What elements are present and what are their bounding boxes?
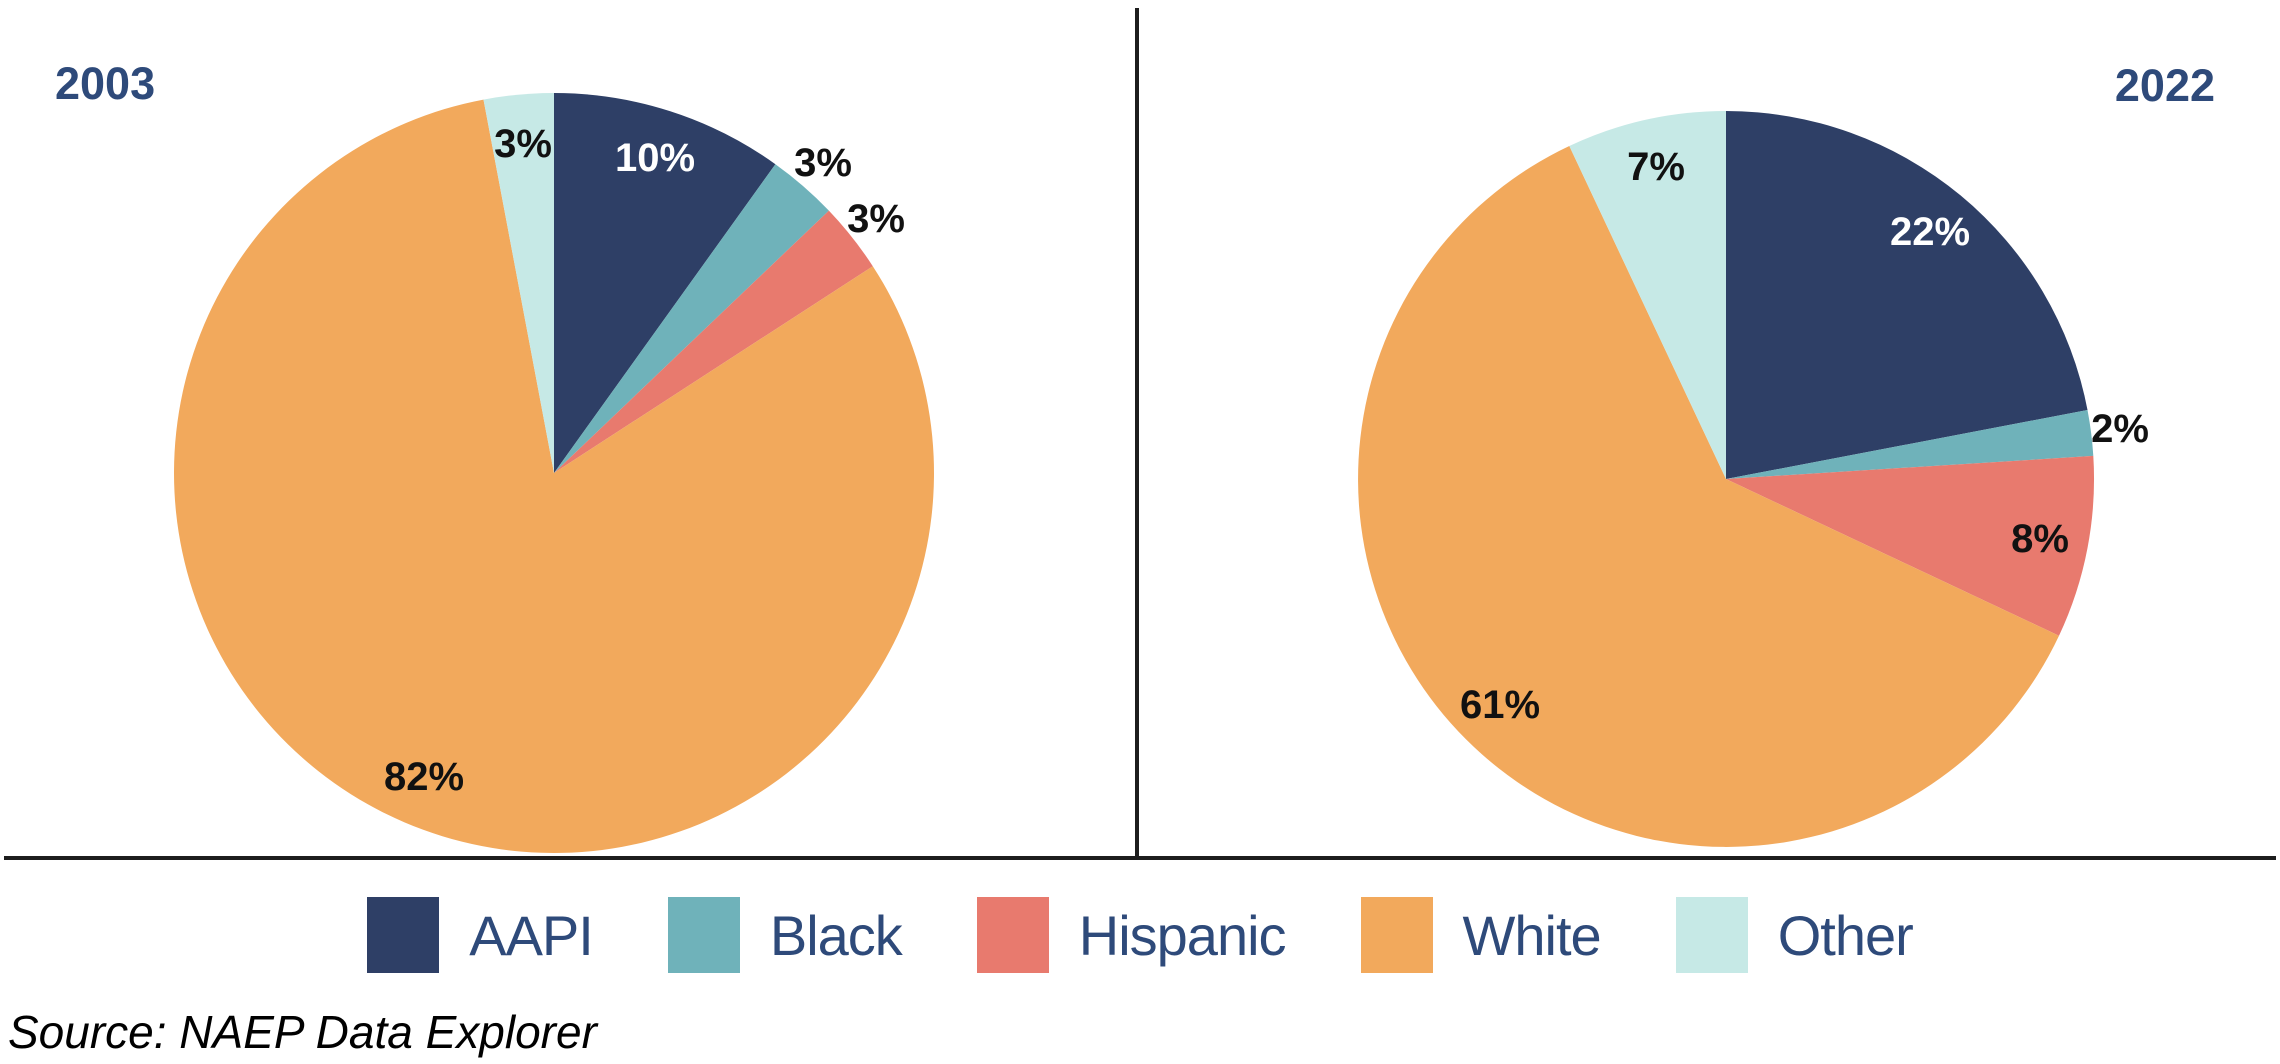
legend-label-aapi: AAPI <box>469 903 594 967</box>
pie-2022-slice-white <box>1358 146 2059 847</box>
pie-2022-value-label-hispanic: 8% <box>2011 517 2069 561</box>
pie-2003-slice-white <box>174 99 935 854</box>
pie-2022-slice-other <box>1569 110 1726 479</box>
pie-2003-slice-aapi <box>554 93 776 473</box>
legend-label-black: Black <box>769 903 903 967</box>
pie-2022-slice-black <box>1726 410 2094 479</box>
pie-2022-slice-aapi <box>1726 111 2088 479</box>
pie-2003-value-label-white: 82% <box>384 755 464 799</box>
pie-2003-slice-black <box>554 164 829 473</box>
pie-2003-value-label-other: 3% <box>494 122 552 166</box>
pie-2003-value-label-aapi: 10% <box>615 136 695 180</box>
pie-2003-group: 10% 3% 3% 82% 3% <box>174 93 935 854</box>
legend-label-white: White <box>1462 903 1602 967</box>
pie-2003-slice-other <box>483 93 554 473</box>
legend-item-white: White <box>1360 897 1602 973</box>
pie-2022-group: 22% 2% 8% 61% 7% <box>1358 110 2149 847</box>
source-note: Source: NAEP Data Explorer <box>8 1006 597 1058</box>
panel-title-2022: 2022 <box>2114 60 2215 111</box>
pie-2022-value-label-black: 2% <box>2091 407 2149 451</box>
legend-item-hispanic: Hispanic <box>976 897 1287 973</box>
vertical-divider-line <box>1135 8 1139 857</box>
legend-item-aapi: AAPI <box>367 897 594 973</box>
legend-label-hispanic: Hispanic <box>1078 903 1287 967</box>
legend-swatch-hispanic <box>976 897 1049 973</box>
pie-2003-value-label-hispanic: 3% <box>847 197 905 241</box>
legend-swatch-black <box>667 897 740 973</box>
legend-swatch-other <box>1675 897 1748 973</box>
legend-swatch-white <box>1360 897 1433 973</box>
pie-2003-slice-hispanic <box>554 210 873 473</box>
legend: AAPI Black Hispanic White Other <box>0 897 2280 973</box>
legend-swatch-aapi <box>367 897 440 973</box>
pie-2022-value-label-white: 61% <box>1460 683 1540 727</box>
horizontal-divider-line <box>4 856 2276 860</box>
panel-title-2003: 2003 <box>55 58 156 109</box>
legend-item-black: Black <box>667 897 903 973</box>
pie-2003-value-label-black: 3% <box>794 141 852 185</box>
pie-2022-value-label-aapi: 22% <box>1890 210 1970 254</box>
pie-2022-slice-hispanic <box>1726 455 2095 636</box>
legend-label-other: Other <box>1777 903 1914 967</box>
pie-charts-svg: 10% 3% 3% 82% 3% 22% 2% 8% 61% 7% <box>174 93 2149 854</box>
pie-2022-value-label-other: 7% <box>1627 145 1685 189</box>
legend-item-other: Other <box>1675 897 1914 973</box>
